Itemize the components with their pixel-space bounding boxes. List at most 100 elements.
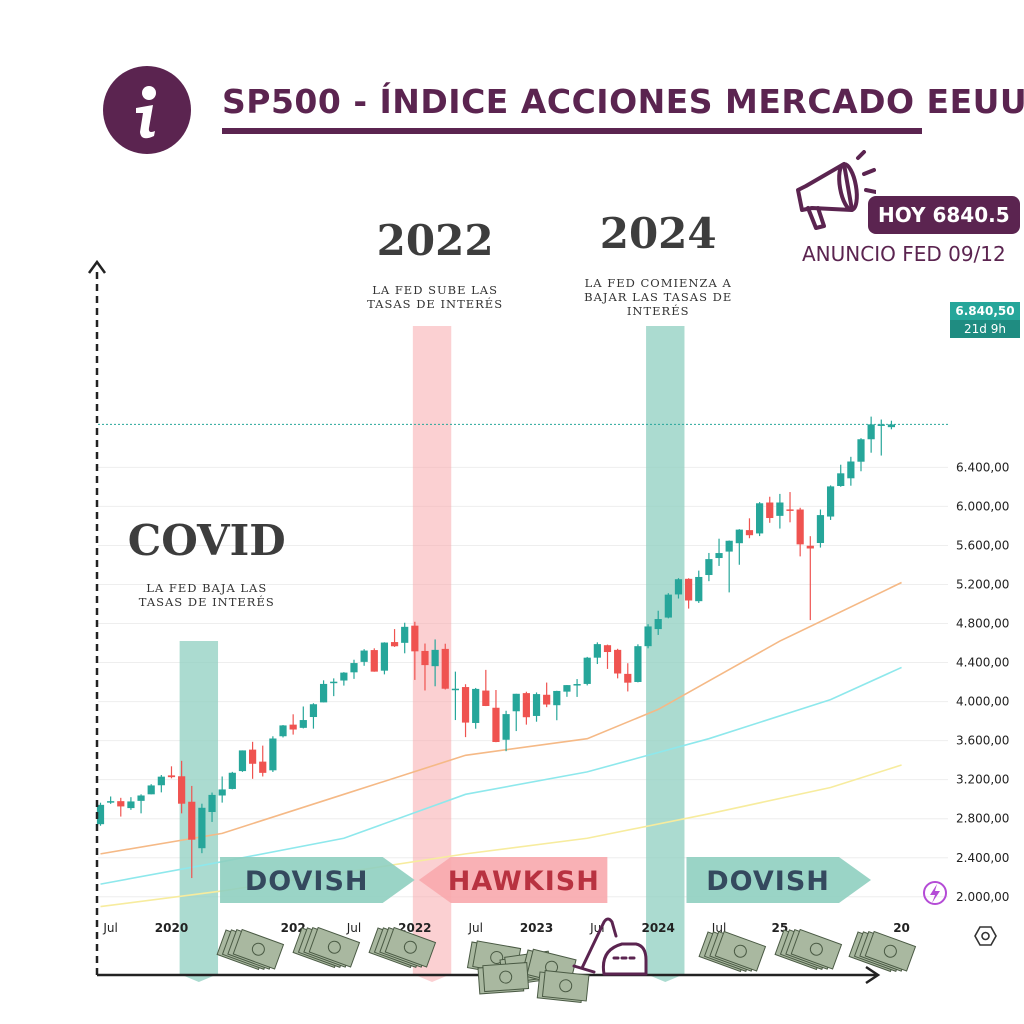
year-2022-title: 2022 <box>377 216 494 265</box>
banknote-seal <box>499 970 513 984</box>
candle-body <box>330 681 338 684</box>
candle-body <box>725 540 733 552</box>
candle <box>228 771 236 790</box>
regime-dovish: DOVISH <box>686 857 871 903</box>
lightning-icon[interactable] <box>923 881 947 905</box>
candle-body <box>826 486 835 517</box>
candle <box>766 496 774 523</box>
candle-body <box>715 553 723 559</box>
regime-arrow <box>418 857 608 903</box>
banknote <box>714 930 767 972</box>
candle <box>421 643 429 691</box>
candle-body <box>837 473 845 487</box>
moving-average-line <box>100 666 902 885</box>
money-stack-icon <box>477 962 530 995</box>
candle-body <box>472 688 480 723</box>
candle <box>654 610 662 635</box>
candle <box>512 693 520 732</box>
candle-body <box>198 807 206 849</box>
candle-body <box>137 795 145 801</box>
candle-body <box>107 801 115 803</box>
candle <box>299 706 307 729</box>
candle-body <box>370 650 378 672</box>
y-tick-label: 2.800,00 <box>956 812 1009 826</box>
candle-body <box>380 642 389 671</box>
banknote <box>541 969 590 1002</box>
info-icon <box>103 66 191 154</box>
candle-body <box>543 694 551 705</box>
candle <box>634 644 642 683</box>
hike-note-line: TASAS DE INTERÉS <box>367 297 503 311</box>
candle <box>573 679 581 697</box>
candle <box>249 741 257 779</box>
candle <box>167 766 176 779</box>
candle-body <box>766 502 774 519</box>
today-price-badge: HOY 6840.5 <box>868 196 1020 234</box>
banknote-seal <box>490 951 504 965</box>
money-stack-icon <box>698 930 767 973</box>
candle <box>238 750 247 772</box>
candle-body <box>360 650 368 662</box>
candle-body <box>583 657 591 684</box>
candle <box>705 552 713 582</box>
candle-body <box>756 503 764 534</box>
candle-body <box>482 690 490 706</box>
candle <box>543 682 551 708</box>
x-tick-label: Jul <box>467 921 482 935</box>
candle <box>269 736 277 772</box>
money-stack-icon <box>368 926 437 969</box>
candle-body <box>796 509 804 545</box>
candle <box>644 624 652 649</box>
candle <box>867 416 875 453</box>
candle <box>208 792 216 822</box>
candle <box>735 529 743 565</box>
candle-body <box>674 579 683 595</box>
settings-icon[interactable] <box>974 926 997 946</box>
title-underline <box>222 128 922 134</box>
y-axis: 2.000,00 2.400,00 2.800,00 3.200,00 3.600,00… <box>956 460 1009 903</box>
candle <box>279 725 287 738</box>
candle <box>532 692 541 722</box>
candle <box>583 656 591 686</box>
y-tick-label: 6.000,00 <box>956 499 1009 513</box>
candle <box>431 639 439 687</box>
banknote <box>790 928 843 970</box>
candle <box>482 669 490 707</box>
y-tick-label: 4.800,00 <box>956 617 1009 631</box>
vacuum-icon <box>572 917 648 976</box>
y-tick-label: 3.600,00 <box>956 734 1009 748</box>
candle-body <box>624 673 632 683</box>
candle-body <box>421 650 429 666</box>
money-stack-icon <box>774 928 843 971</box>
candle <box>837 464 845 487</box>
candle-body <box>593 644 601 658</box>
y-tick-label: 5.200,00 <box>956 577 1009 591</box>
page-title: SP500 - ÍNDICE ACCIONES MERCADO EEUU <box>222 82 1024 121</box>
candle-body <box>461 687 470 723</box>
candle-body <box>96 804 105 825</box>
candle-body <box>289 724 297 730</box>
candle-body <box>350 663 358 673</box>
candle-body <box>502 714 510 740</box>
candle <box>502 710 510 752</box>
candle-body <box>178 776 186 804</box>
money-stack-icon <box>536 969 590 1004</box>
candle <box>319 680 328 703</box>
candle <box>492 689 500 743</box>
regime-hawkish: HAWKISH <box>418 857 608 903</box>
banknote-seal <box>251 942 265 956</box>
regime-arrow <box>686 857 871 903</box>
covid-note-line: TASAS DE INTERÉS <box>139 595 275 609</box>
candle <box>786 492 794 523</box>
cut-note-line: BAJAR LAS TASAS DE <box>584 290 732 304</box>
candle <box>350 659 358 679</box>
candle <box>330 678 338 697</box>
regime-arrow <box>220 857 415 903</box>
candle <box>390 629 399 647</box>
candle <box>147 784 155 795</box>
candle-body <box>816 515 825 543</box>
candle <box>756 502 764 537</box>
year-2024-title: 2024 <box>600 209 717 258</box>
